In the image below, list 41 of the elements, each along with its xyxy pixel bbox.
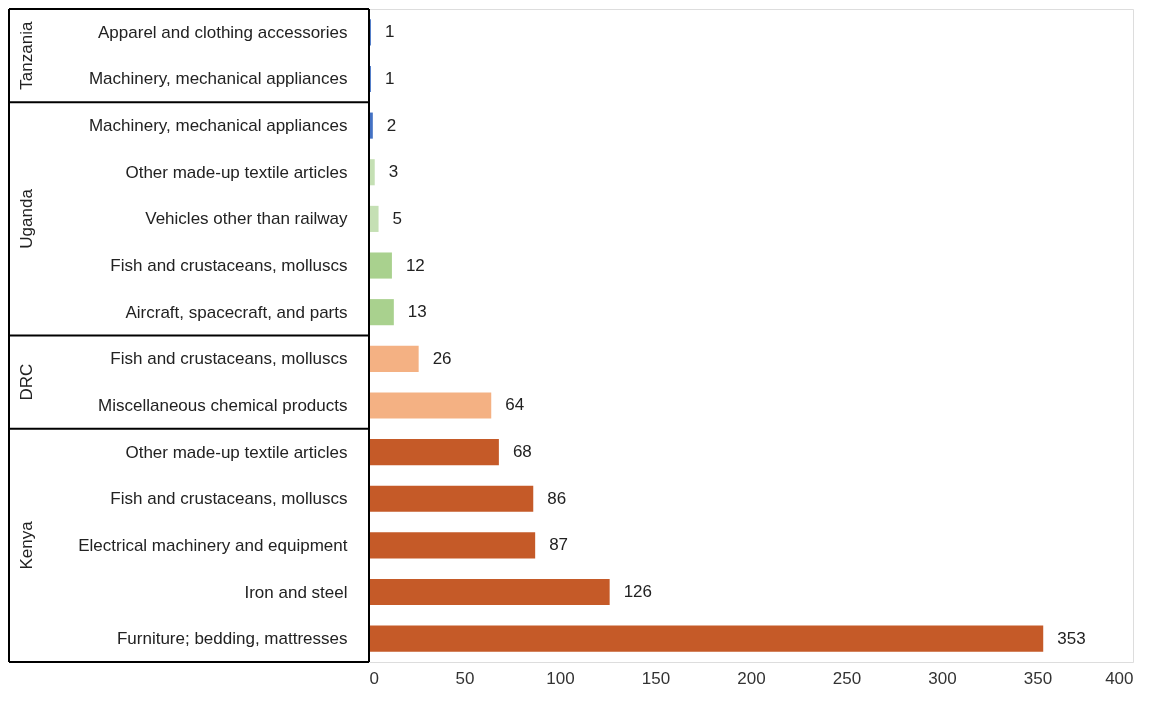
y-tick-label: Fish and crustaceans, molluscs [110, 349, 348, 369]
text: Tanzania [17, 21, 36, 90]
y-tick-label: Fish and crustaceans, molluscs [110, 256, 348, 276]
y-tick-label: Iron and steel [244, 582, 348, 602]
data-label: 126 [623, 582, 653, 602]
text: DRC [17, 363, 36, 401]
x-tick-label: 0 [369, 668, 379, 688]
data-label: 1 [384, 68, 395, 88]
y-tick-label: Machinery, mechanical appliances [88, 69, 348, 89]
x-tick-label: 150 [641, 668, 671, 688]
y-tick-label: Fish and crustaceans, molluscs [110, 489, 348, 509]
data-label: 86 [547, 488, 567, 508]
text: Kenya [17, 520, 36, 570]
x-tick-label: 200 [737, 668, 766, 688]
data-label: 5 [392, 208, 403, 228]
x-tick-label: 250 [832, 668, 862, 688]
data-label: 2 [386, 115, 397, 135]
y-tick-label: Furniture; bedding, mattresses [116, 629, 348, 649]
data-label: 13 [407, 302, 427, 322]
y-tick-label: Aircraft, spacecraft, and parts [125, 302, 348, 322]
x-tick-label: 100 [546, 668, 575, 688]
y-tick-label: Other made-up textile articles [125, 442, 348, 462]
y-tick-label: Machinery, mechanical appliances [88, 116, 348, 136]
data-label: 68 [512, 442, 532, 462]
data-label: 87 [549, 535, 569, 555]
x-tick-label: 300 [928, 668, 957, 688]
x-tick-label: 50 [455, 668, 475, 688]
text: Uganda [17, 188, 36, 249]
data-label: 353 [1057, 628, 1086, 648]
x-tick-label: 350 [1023, 668, 1053, 688]
data-label: 12 [405, 255, 425, 275]
y-tick-label: Vehicles other than railway [145, 209, 348, 229]
y-tick-label: Electrical machinery and equipment [78, 535, 348, 555]
y-tick-label: Apparel and clothing accessories [98, 22, 348, 42]
x-tick-label: 400 [1105, 668, 1134, 688]
data-label: 1 [384, 22, 395, 42]
data-label: 64 [505, 395, 525, 415]
data-label: 3 [388, 162, 399, 182]
data-label: 26 [432, 348, 452, 368]
y-tick-label: Other made-up textile articles [125, 162, 348, 182]
y-tick-label: Miscellaneous chemical products [98, 395, 348, 415]
